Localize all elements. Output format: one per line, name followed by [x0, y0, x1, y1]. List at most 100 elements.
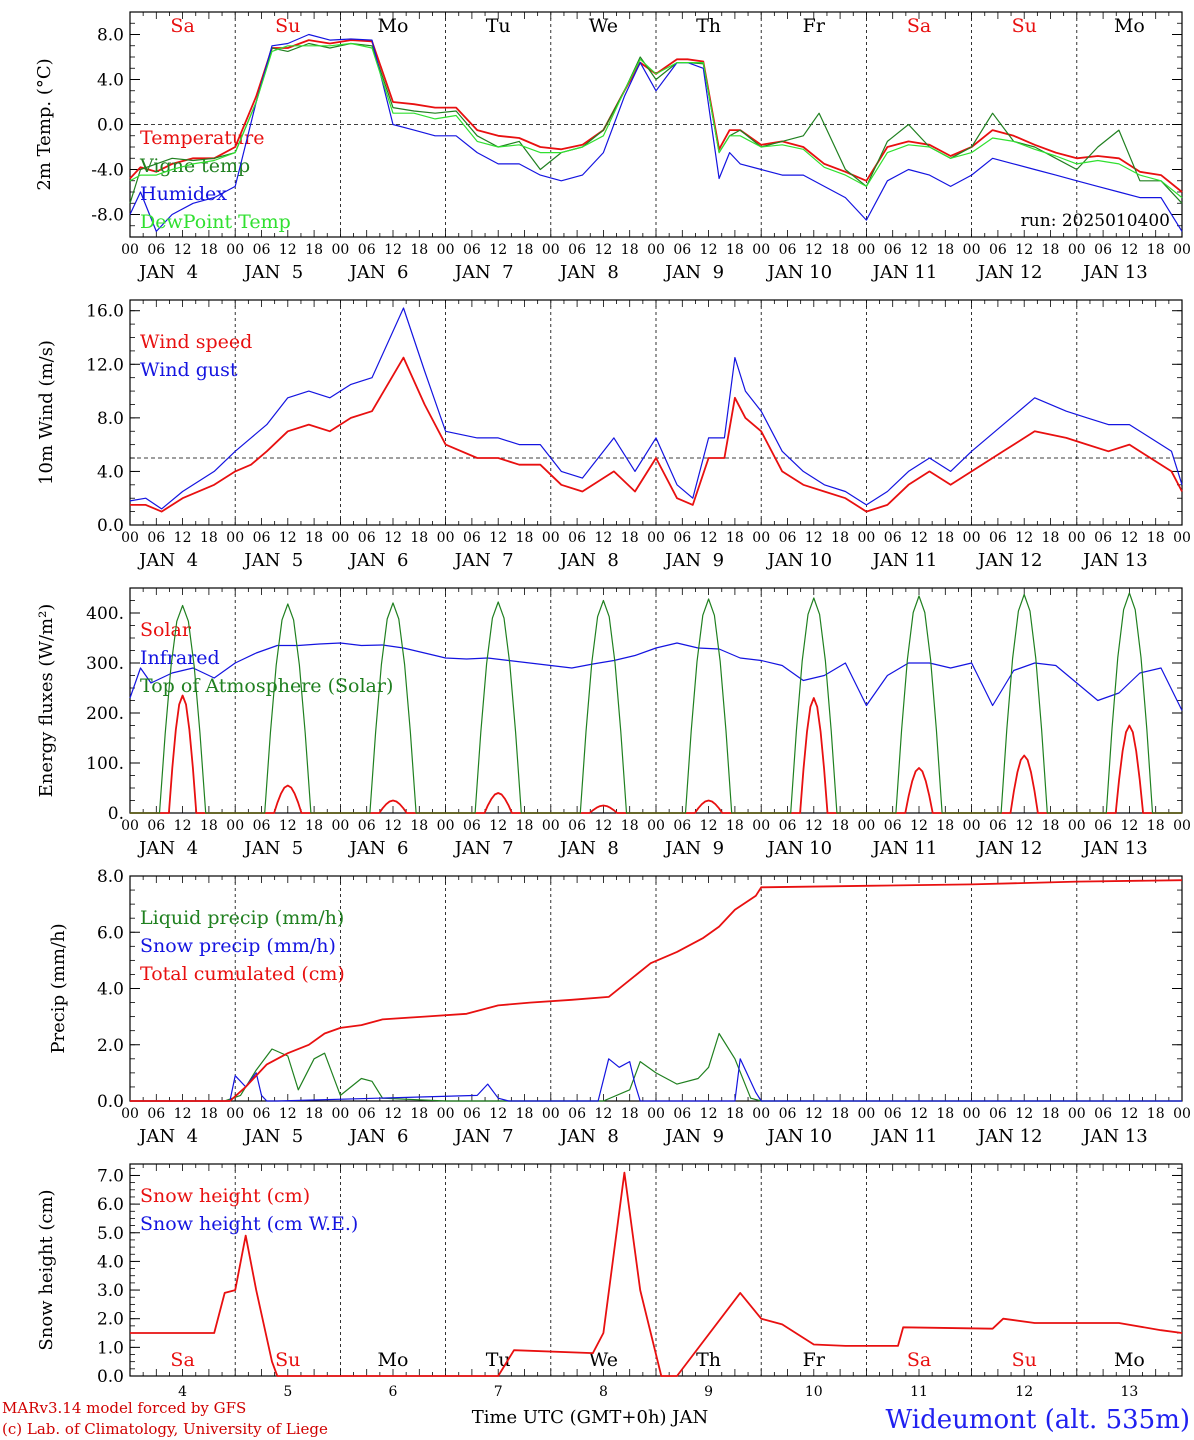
y-tick-label: 300. [86, 654, 124, 674]
day-label: JAN 13 [1081, 550, 1148, 571]
hour-tick-label: 18 [200, 242, 218, 258]
series-line-temp-1 [129, 42, 1183, 204]
hour-tick-label: 12 [279, 818, 297, 834]
y-tick-label: 100. [86, 754, 124, 774]
hour-tick-label: 12 [805, 242, 823, 258]
hour-tick-label: 18 [726, 1106, 744, 1122]
hour-tick-label: 06 [568, 530, 586, 546]
hour-tick-label: 00 [226, 530, 244, 546]
hour-tick-label: 12 [594, 818, 612, 834]
y-tick-label: 7.0 [97, 1166, 124, 1186]
hour-tick-label: 12 [174, 1106, 192, 1122]
day-label: JAN 5 [242, 550, 303, 571]
legend-entry: Vigne temp [139, 155, 250, 177]
legend-entry: Solar [140, 619, 192, 641]
hour-tick-label: 06 [673, 242, 691, 258]
day-label: JAN 7 [453, 838, 514, 859]
series-line-precip-2 [130, 879, 1183, 1102]
series-line-temp-3 [129, 42, 1183, 199]
hour-tick-label: 06 [147, 1106, 165, 1122]
hour-tick-label: 00 [647, 242, 665, 258]
hour-tick-label: 00 [331, 1106, 349, 1122]
weekday-label: Fr [803, 15, 826, 37]
panel-snow: 7.0 6.0 5.0 4.0 3.0 2.0 1.0 0.0 Snow height (cm)… [36, 1163, 1183, 1400]
hour-tick-label: 06 [463, 818, 481, 834]
hour-tick-label: 18 [831, 530, 849, 546]
hour-tick-label: 00 [1068, 530, 1086, 546]
hour-tick-label: 06 [779, 530, 797, 546]
hour-tick-label: 06 [1094, 530, 1112, 546]
hour-tick-label: 06 [147, 530, 165, 546]
y-tick-label: 200. [86, 704, 124, 724]
hour-tick-label: 06 [989, 242, 1007, 258]
hour-tick-label: 00 [121, 1106, 139, 1122]
hour-tick-label: 18 [410, 530, 428, 546]
day-label: JAN 4 [137, 1126, 198, 1147]
hour-tick-label: 00 [752, 818, 770, 834]
day-label: JAN 4 [137, 838, 198, 859]
hour-tick-label: 18 [516, 242, 534, 258]
hour-tick-label: 00 [542, 242, 560, 258]
hour-tick-label: 06 [568, 1106, 586, 1122]
hour-tick-label: 18 [410, 242, 428, 258]
hour-tick-label: 06 [358, 242, 376, 258]
hour-tick-label: 18 [831, 1106, 849, 1122]
hour-tick-label: 18 [1147, 818, 1165, 834]
series-line-wind-0 [130, 356, 1183, 513]
hour-tick-label: 12 [489, 242, 507, 258]
hour-tick-label: 12 [384, 530, 402, 546]
y-tick-label: 0.0 [97, 516, 124, 536]
day-label: JAN 9 [663, 838, 724, 859]
series-line-wind-1 [129, 307, 1183, 510]
hour-tick-label: 18 [726, 530, 744, 546]
y-tick-label: 12.0 [86, 355, 124, 375]
hour-tick-label: 12 [700, 818, 718, 834]
hour-tick-label: 00 [752, 242, 770, 258]
hour-tick-label: 00 [331, 530, 349, 546]
hour-tick-label: 12 [279, 530, 297, 546]
y-axis-label: 2m Temp. (°C) [34, 58, 55, 190]
panel-temp: 8.04.00.0-4.0-8.02m Temp. (°C)00 06 12 18JA… [34, 11, 1191, 283]
footer-model: MARv3.14 model forced by GFS [2, 1399, 246, 1417]
legend-entry: Infrared [140, 647, 220, 669]
day-label: JAN 7 [453, 1126, 514, 1147]
legend-entry: Wind speed [140, 331, 252, 353]
y-tick-label: 3.0 [97, 1281, 124, 1301]
hour-tick-label: 06 [1094, 1106, 1112, 1122]
day-label: JAN 11 [871, 550, 938, 571]
weekday-label: Sa [170, 15, 194, 37]
hour-tick-label: 18 [936, 242, 954, 258]
hour-tick-label: 18 [936, 818, 954, 834]
legend-entry: Total cumulated (cm) [140, 963, 345, 985]
weekday-label: Sa [907, 15, 931, 37]
hour-tick-label: 12 [384, 242, 402, 258]
hour-tick-label: 00 [647, 1106, 665, 1122]
hour-tick-label: 12 [700, 242, 718, 258]
day-number-label: 11 [910, 1384, 928, 1400]
hour-tick-label: 12 [174, 818, 192, 834]
hour-tick-label: 06 [568, 818, 586, 834]
y-axis-label: Precip (mm/h) [48, 923, 69, 1053]
y-tick-label: 8.0 [97, 867, 124, 887]
day-label: JAN 5 [242, 262, 303, 283]
hour-tick-label: 06 [253, 818, 271, 834]
hour-tick-label: 00 [752, 530, 770, 546]
hour-tick-label: 18 [410, 1106, 428, 1122]
series-line-energy-1 [129, 642, 1183, 711]
weekday-label: Tu [486, 1349, 511, 1371]
hour-tick-label: 18 [200, 1106, 218, 1122]
hour-tick-label: 06 [358, 818, 376, 834]
hour-tick-label: 12 [910, 1106, 928, 1122]
hour-tick-label: 12 [805, 1106, 823, 1122]
station-name: Wideumont (alt. 535m) [886, 1405, 1190, 1435]
weekday-label: Sa [907, 1349, 931, 1371]
day-label: JAN 6 [348, 262, 409, 283]
hour-tick-label: 00 [857, 530, 875, 546]
y-tick-label: 4.0 [97, 71, 124, 91]
hour-tick-label: 06 [884, 818, 902, 834]
hour-tick-label: 06 [1094, 818, 1112, 834]
weekday-label: Mo [1114, 15, 1145, 37]
hour-tick-label: 18 [831, 242, 849, 258]
hour-tick-label: 06 [673, 1106, 691, 1122]
hour-tick-label: 12 [910, 530, 928, 546]
